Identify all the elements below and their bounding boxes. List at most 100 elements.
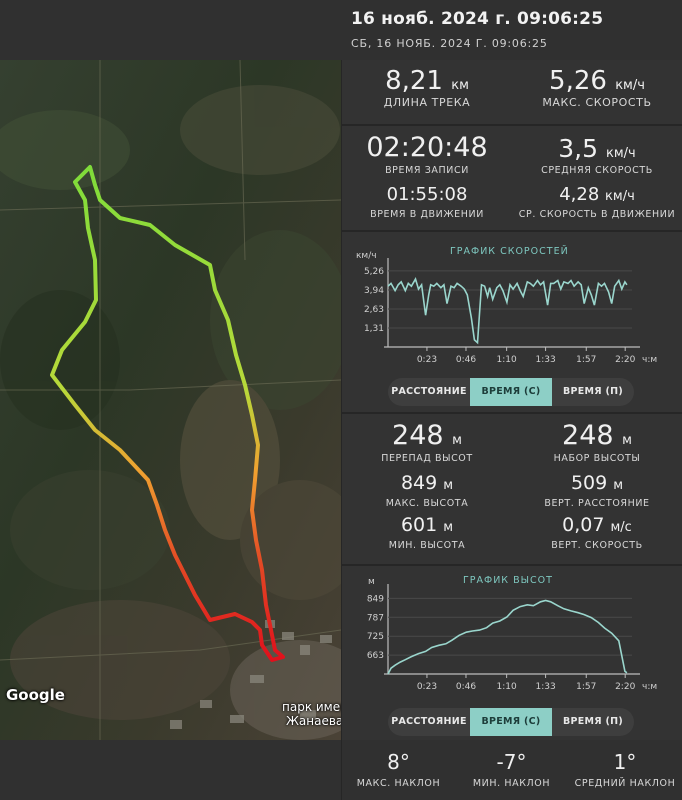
map-place-label: Жанаева [286,714,341,728]
elevation-chart-x-tick-label: 0:46 [456,682,476,692]
elevation-chart-x-tick-label: 1:33 [535,682,555,692]
speed-chart-x-tick-label: 0:23 [417,355,437,365]
avg-speed-label: СРЕДНЯЯ СКОРОСТЬ [541,165,653,176]
header: 16 нояб. 2024 г. 09:06:25 СБ, 16 НОЯБ. 2… [0,0,682,60]
distance-stat: 8,21 км ДЛИНА ТРЕКА [342,66,512,109]
avg-speed-unit: км/ч [605,146,636,161]
max-slope-stat: 8° МАКС. НАКЛОН [342,750,455,789]
min-slope-label: МИН. НАКЛОН [472,778,551,789]
avg-slope-stat: 1° СРЕДНИЙ НАКЛОН [568,750,682,789]
distance-unit: км [451,78,469,93]
slope-panel: 8° МАКС. НАКЛОН -7° МИН. НАКЛОН 1° СРЕДН… [342,740,682,800]
elevation-chart[interactable]: м 663 725 787 849 0:23 0:46 1:10 1:33 1:57 2:20 ч:… [342,568,682,693]
map-footer [0,740,341,800]
vert-distance-value: 509 [570,472,608,494]
max-altitude-label: МАКС. ВЫСОТА [385,498,469,509]
speed-chart-x-tick-label: 2:20 [615,355,635,365]
avg-moving-speed-value: 4,28 [559,184,600,205]
vert-speed-stat: 0,07 м/с ВЕРТ. СКОРОСТЬ [512,514,682,551]
max-speed-value: 5,26 [549,66,607,96]
speed-chart-x-tick-label: 1:10 [497,355,517,365]
elevation-gain-unit: м [622,433,632,448]
min-altitude-value: 601 [400,514,438,536]
elevation-gain-value: 248 [562,420,614,451]
elevation-tab-time-moving[interactable]: ВРЕМЯ (П) [562,716,624,727]
record-time-value: 02:20:48 [366,132,488,163]
speed-chart-y-tick-label: 5,26 [364,267,384,277]
max-altitude-stat: 849 м МАКС. ВЫСОТА [342,472,512,509]
speed-chart-y-tick-label: 3,94 [364,286,384,296]
elevation-drop-label: ПЕРЕПАД ВЫСОТ [381,453,473,464]
elevation-drop-value: 248 [392,420,444,451]
elevation-gain-label: НАБОР ВЫСОТЫ [553,453,641,464]
elevation-drop-unit: м [452,433,462,448]
min-slope-value: -7° [496,750,527,774]
elevation-chart-x-tick-label: 0:23 [417,682,437,692]
column-divider [341,60,342,800]
max-slope-label: МАКС. НАКЛОН [356,778,441,789]
map-canvas[interactable] [0,60,341,740]
avg-moving-speed-stat: 4,28 км/ч СР. СКОРОСТЬ В ДВИЖЕНИИ [512,184,682,220]
vert-distance-unit: м [613,478,624,493]
min-altitude-label: МИН. ВЫСОТА [388,540,466,551]
map-track [50,165,285,662]
max-altitude-unit: м [443,478,454,493]
vert-distance-label: ВЕРТ. РАССТОЯНИЕ [544,498,650,509]
max-altitude-value: 849 [400,472,438,494]
record-time-stat: 02:20:48 ВРЕМЯ ЗАПИСИ [342,132,512,176]
time-panel: 02:20:48 ВРЕМЯ ЗАПИСИ 3,5 км/ч СРЕДНЯЯ С… [342,126,682,230]
max-speed-unit: км/ч [615,78,645,93]
speed-chart-x-tick-label: 1:57 [576,355,596,365]
speed-tab-distance[interactable]: РАССТОЯНИЕ [391,386,467,397]
elevation-chart-x-tick-label: 2:20 [615,682,635,692]
min-altitude-stat: 601 м МИН. ВЫСОТА [342,514,512,551]
elevation-drop-stat: 248 м ПЕРЕПАД ВЫСОТ [342,420,512,464]
avg-moving-speed-label: СР. СКОРОСТЬ В ДВИЖЕНИИ [518,209,676,220]
elevation-chart-mode-toggle: РАССТОЯНИЕ ВРЕМЯ (С) ВРЕМЯ (П) [388,708,634,736]
vert-speed-value: 0,07 [562,514,605,536]
elevation-chart-y-tick-label: 725 [367,632,384,642]
speed-tab-time-clock[interactable]: ВРЕМЯ (С) [470,378,552,406]
vert-speed-label: ВЕРТ. СКОРОСТЬ [551,540,643,551]
moving-time-stat: 01:55:08 ВРЕМЯ В ДВИЖЕНИИ [342,184,512,220]
track-title: 16 нояб. 2024 г. 09:06:25 [351,9,604,29]
avg-moving-speed-unit: км/ч [605,189,635,204]
moving-time-label: ВРЕМЯ В ДВИЖЕНИИ [370,209,484,220]
map-place-label: парк имен [282,700,341,714]
speed-tab-time-moving[interactable]: ВРЕМЯ (П) [562,386,624,397]
max-speed-stat: 5,26 км/ч МАКС. СКОРОСТЬ [512,66,682,109]
elevation-chart-y-tick-label: 849 [367,594,384,604]
elevation-gain-stat: 248 м НАБОР ВЫСОТЫ [512,420,682,464]
min-altitude-unit: м [443,520,454,535]
elevation-panel: 248 м ПЕРЕПАД ВЫСОТ 248 м НАБОР ВЫСОТЫ 8… [342,414,682,564]
record-time-label: ВРЕМЯ ЗАПИСИ [385,165,469,176]
elevation-chart-x-unit: ч:м [642,682,657,692]
speed-chart-x-tick-label: 0:46 [456,355,476,365]
elevation-tab-time-clock[interactable]: ВРЕМЯ (С) [470,708,552,736]
avg-slope-label: СРЕДНИЙ НАКЛОН [574,778,676,789]
speed-series-line [387,276,628,345]
section-divider [342,124,682,126]
elevation-chart-y-unit: м [368,577,375,587]
track-subtitle: СБ, 16 НОЯБ. 2024 Г. 09:06:25 [351,37,548,50]
elevation-chart-y-tick-label: 663 [367,651,384,661]
elevation-tab-distance[interactable]: РАССТОЯНИЕ [391,716,467,727]
moving-time-value: 01:55:08 [386,184,468,205]
distance-value: 8,21 [385,66,443,96]
elevation-chart-y-tick-label: 787 [367,613,384,623]
section-divider [342,564,682,566]
summary-panel: 8,21 км ДЛИНА ТРЕКА 5,26 км/ч МАКС. СКОР… [342,60,682,124]
google-logo: Google [6,686,65,704]
avg-slope-value: 1° [613,750,637,774]
elevation-chart-x-tick-label: 1:10 [497,682,517,692]
vert-speed-unit: м/с [610,520,632,535]
elevation-chart-title: ГРАФИК ВЫСОТ [463,575,553,586]
elevation-chart-x-tick-label: 1:57 [576,682,596,692]
min-slope-stat: -7° МИН. НАКЛОН [455,750,568,789]
track-map[interactable]: парк имен Жанаева Google [0,60,341,740]
speed-chart[interactable]: км/ч 1,31 2,63 3,94 5,26 0:23 0:46 1:10 1:33 1:5… [342,240,682,365]
elevation-series-line [387,599,628,675]
max-slope-value: 8° [387,750,410,774]
speed-chart-title: ГРАФИК СКОРОСТЕЙ [450,246,569,257]
speed-chart-y-tick-label: 2,63 [364,305,384,315]
